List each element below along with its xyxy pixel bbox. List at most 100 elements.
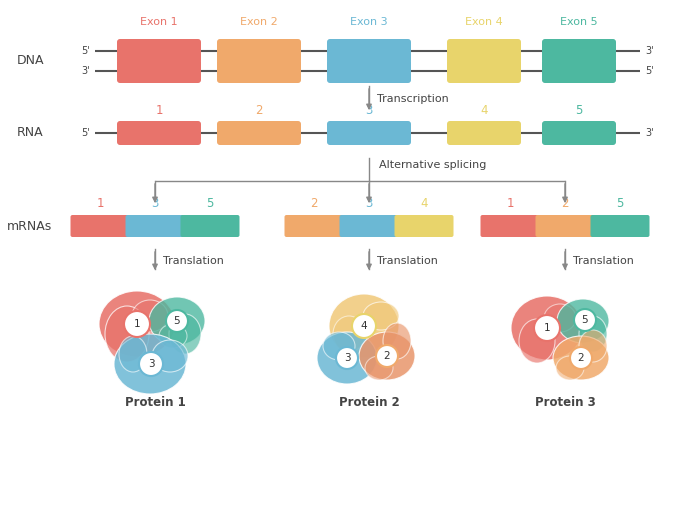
Text: RNA: RNA — [17, 127, 43, 140]
Text: 1: 1 — [134, 319, 140, 329]
Text: 3: 3 — [365, 104, 372, 117]
Text: 5: 5 — [575, 104, 582, 117]
Ellipse shape — [579, 330, 607, 362]
FancyBboxPatch shape — [125, 215, 185, 237]
Text: 3': 3' — [645, 128, 654, 138]
FancyBboxPatch shape — [447, 59, 521, 83]
Text: 5': 5' — [81, 128, 90, 138]
Circle shape — [570, 347, 592, 369]
Text: 5: 5 — [206, 197, 214, 210]
FancyBboxPatch shape — [217, 59, 301, 83]
Ellipse shape — [557, 299, 609, 343]
Ellipse shape — [152, 340, 188, 372]
Circle shape — [139, 352, 163, 376]
Text: 5: 5 — [174, 316, 181, 326]
Ellipse shape — [119, 336, 147, 372]
Text: 4: 4 — [420, 197, 428, 210]
Text: 3: 3 — [151, 197, 159, 210]
Ellipse shape — [383, 323, 411, 359]
FancyBboxPatch shape — [591, 215, 650, 237]
Ellipse shape — [333, 316, 365, 352]
Text: Alternative splicing: Alternative splicing — [379, 159, 486, 169]
Text: 5: 5 — [582, 315, 588, 325]
Ellipse shape — [519, 319, 555, 363]
Ellipse shape — [317, 332, 377, 384]
Ellipse shape — [323, 332, 355, 360]
FancyBboxPatch shape — [217, 39, 301, 63]
FancyBboxPatch shape — [327, 39, 411, 63]
Text: Protein 1: Protein 1 — [125, 396, 186, 410]
Ellipse shape — [544, 304, 576, 332]
Text: Exon 2: Exon 2 — [240, 17, 278, 27]
Text: 4: 4 — [360, 321, 368, 331]
FancyBboxPatch shape — [536, 215, 594, 237]
Ellipse shape — [365, 356, 393, 380]
FancyBboxPatch shape — [117, 121, 201, 145]
Text: 5': 5' — [81, 46, 90, 56]
FancyBboxPatch shape — [542, 121, 616, 145]
FancyBboxPatch shape — [447, 39, 521, 63]
Text: Protein 3: Protein 3 — [535, 396, 596, 410]
FancyBboxPatch shape — [542, 59, 616, 83]
Ellipse shape — [99, 291, 175, 357]
Ellipse shape — [149, 297, 205, 345]
Text: 2: 2 — [578, 353, 584, 363]
Ellipse shape — [359, 332, 415, 380]
Text: 5: 5 — [616, 197, 624, 210]
FancyBboxPatch shape — [447, 121, 521, 145]
Text: 1: 1 — [155, 104, 162, 117]
Text: Transcription: Transcription — [377, 94, 449, 105]
FancyBboxPatch shape — [395, 215, 454, 237]
Text: 3: 3 — [148, 359, 154, 369]
Text: Translation: Translation — [377, 256, 438, 266]
Ellipse shape — [329, 294, 399, 358]
Text: Exon 4: Exon 4 — [465, 17, 503, 27]
Text: Translation: Translation — [573, 256, 634, 266]
Text: 2: 2 — [256, 104, 262, 117]
Text: Exon 5: Exon 5 — [560, 17, 598, 27]
Text: 2: 2 — [384, 351, 391, 361]
Ellipse shape — [553, 336, 609, 380]
FancyBboxPatch shape — [117, 59, 201, 83]
Circle shape — [166, 310, 188, 332]
Text: 5': 5' — [645, 66, 654, 76]
Text: Protein 2: Protein 2 — [339, 396, 400, 410]
Circle shape — [574, 309, 596, 331]
FancyBboxPatch shape — [284, 215, 344, 237]
Ellipse shape — [159, 324, 187, 348]
Text: Translation: Translation — [163, 256, 224, 266]
FancyBboxPatch shape — [542, 39, 616, 63]
Ellipse shape — [511, 296, 583, 360]
Text: mRNAs: mRNAs — [8, 219, 52, 232]
Text: 3': 3' — [81, 66, 90, 76]
Text: 1: 1 — [506, 197, 514, 210]
FancyBboxPatch shape — [340, 215, 398, 237]
Text: 2: 2 — [561, 197, 568, 210]
Ellipse shape — [114, 334, 186, 394]
FancyBboxPatch shape — [480, 215, 540, 237]
Circle shape — [352, 314, 376, 338]
Text: 2: 2 — [310, 197, 318, 210]
Circle shape — [336, 347, 358, 369]
FancyBboxPatch shape — [71, 215, 130, 237]
FancyBboxPatch shape — [327, 121, 411, 145]
Ellipse shape — [132, 300, 168, 332]
Circle shape — [124, 311, 150, 337]
Text: 3: 3 — [365, 197, 372, 210]
FancyBboxPatch shape — [117, 39, 201, 63]
Ellipse shape — [363, 302, 399, 330]
Text: 3': 3' — [645, 46, 654, 56]
Text: 1: 1 — [544, 323, 550, 333]
Ellipse shape — [169, 314, 201, 354]
Text: 3: 3 — [344, 353, 350, 363]
Circle shape — [376, 345, 398, 367]
FancyBboxPatch shape — [327, 59, 411, 83]
Text: Exon 1: Exon 1 — [140, 17, 178, 27]
Circle shape — [534, 315, 560, 341]
Ellipse shape — [105, 306, 149, 362]
FancyBboxPatch shape — [181, 215, 239, 237]
Ellipse shape — [556, 356, 584, 380]
Text: 1: 1 — [97, 197, 104, 210]
Text: Exon 3: Exon 3 — [350, 17, 388, 27]
Ellipse shape — [579, 316, 607, 352]
